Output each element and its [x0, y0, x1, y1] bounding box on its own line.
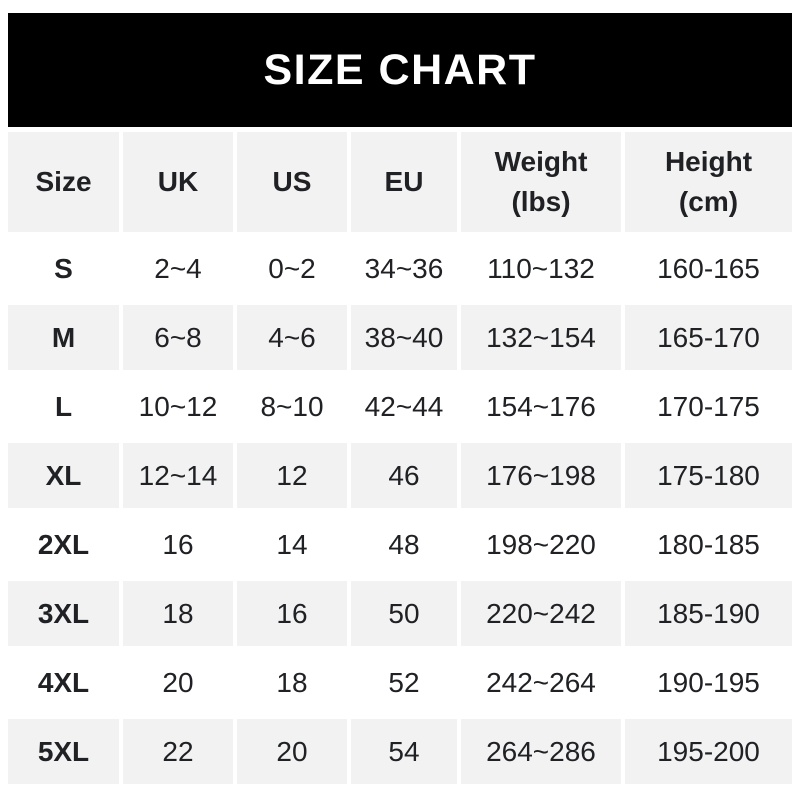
row-label-xl: XL [8, 443, 119, 508]
data-cell: 165-170 [625, 305, 792, 370]
data-cell: 242~264 [461, 650, 621, 715]
row-label-2xl: 2XL [8, 512, 119, 577]
data-cell: 154~176 [461, 374, 621, 439]
data-cell: 110~132 [461, 236, 621, 301]
data-cell: 50 [351, 581, 457, 646]
data-cell: 46 [351, 443, 457, 508]
data-cell: 264~286 [461, 719, 621, 784]
data-cell: 8~10 [237, 374, 347, 439]
data-cell: 12~14 [123, 443, 233, 508]
data-cell: 14 [237, 512, 347, 577]
size-chart-table: Size UK US EU Weight (lbs) Height (cm) S… [8, 132, 792, 784]
data-cell: 42~44 [351, 374, 457, 439]
data-cell: 2~4 [123, 236, 233, 301]
col-header-height: Height (cm) [625, 132, 792, 232]
row-label-l: L [8, 374, 119, 439]
data-cell: 48 [351, 512, 457, 577]
data-cell: 4~6 [237, 305, 347, 370]
data-cell: 20 [123, 650, 233, 715]
col-header-us: US [237, 132, 347, 232]
page-title: SIZE CHART [263, 45, 537, 94]
data-cell: 34~36 [351, 236, 457, 301]
data-cell: 38~40 [351, 305, 457, 370]
data-cell: 198~220 [461, 512, 621, 577]
data-cell: 12 [237, 443, 347, 508]
row-label-5xl: 5XL [8, 719, 119, 784]
row-label-m: M [8, 305, 119, 370]
data-cell: 6~8 [123, 305, 233, 370]
data-cell: 180-185 [625, 512, 792, 577]
data-cell: 18 [237, 650, 347, 715]
row-label-3xl: 3XL [8, 581, 119, 646]
data-cell: 10~12 [123, 374, 233, 439]
title-banner: SIZE CHART [8, 13, 792, 127]
data-cell: 20 [237, 719, 347, 784]
data-cell: 195-200 [625, 719, 792, 784]
col-header-weight: Weight (lbs) [461, 132, 621, 232]
data-cell: 190-195 [625, 650, 792, 715]
data-cell: 170-175 [625, 374, 792, 439]
row-label-4xl: 4XL [8, 650, 119, 715]
data-cell: 160-165 [625, 236, 792, 301]
data-cell: 18 [123, 581, 233, 646]
data-cell: 176~198 [461, 443, 621, 508]
data-cell: 52 [351, 650, 457, 715]
col-header-size: Size [8, 132, 119, 232]
data-cell: 16 [237, 581, 347, 646]
data-cell: 54 [351, 719, 457, 784]
data-cell: 22 [123, 719, 233, 784]
data-cell: 0~2 [237, 236, 347, 301]
data-cell: 132~154 [461, 305, 621, 370]
col-header-eu: EU [351, 132, 457, 232]
data-cell: 175-180 [625, 443, 792, 508]
row-label-s: S [8, 236, 119, 301]
data-cell: 16 [123, 512, 233, 577]
col-header-uk: UK [123, 132, 233, 232]
data-cell: 220~242 [461, 581, 621, 646]
data-cell: 185-190 [625, 581, 792, 646]
